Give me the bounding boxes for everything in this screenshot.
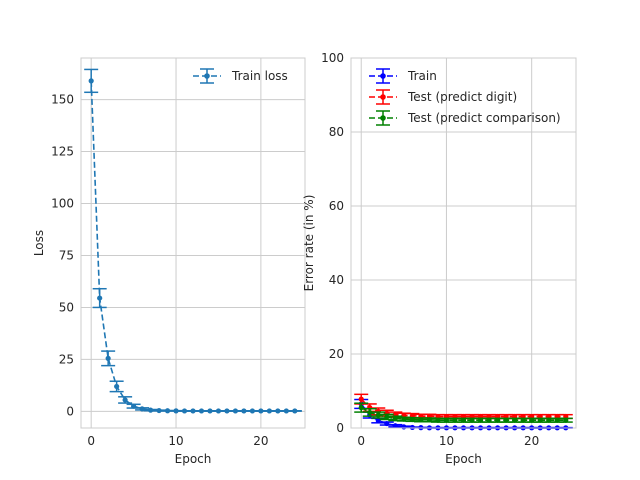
loss-chart-legend: Train loss xyxy=(193,68,288,84)
loss-chart-legend-label: Train loss xyxy=(231,69,288,83)
error-rate-chart-data-point xyxy=(375,412,381,418)
error-rate-chart-data-point xyxy=(554,417,560,423)
loss-chart-data-point xyxy=(258,408,264,414)
loss-chart-y-tick-label: 100 xyxy=(51,197,74,211)
error-rate-chart-legend-marker xyxy=(369,68,397,84)
loss-chart-data-point xyxy=(207,408,213,414)
error-rate-chart-legend-marker xyxy=(369,110,397,126)
error-rate-chart-legend-label: Test (predict comparison) xyxy=(407,111,561,125)
loss-chart-data-point xyxy=(224,408,230,414)
loss-chart: 0 10 20 0 25 50 75 100 125 150 Epoch Loss Train l… xyxy=(32,57,306,466)
error-rate-chart-y-tick-label: 20 xyxy=(329,347,344,361)
loss-chart-y-tick-label: 150 xyxy=(51,93,74,107)
error-rate-chart-series-2 xyxy=(354,402,573,423)
error-rate-chart-data-point xyxy=(426,417,433,423)
loss-chart-data-point xyxy=(105,355,111,361)
loss-chart-series-0 xyxy=(84,68,302,414)
loss-chart-data-point xyxy=(266,408,272,414)
error-rate-chart-x-tick-label: 10 xyxy=(439,434,454,448)
loss-chart-data-point xyxy=(241,408,247,414)
error-rate-chart-data-point xyxy=(563,417,569,423)
error-rate-chart-x-tick-label: 20 xyxy=(524,434,539,448)
loss-chart-data-point xyxy=(215,408,222,414)
loss-chart-x-tick-label: 20 xyxy=(253,434,268,448)
loss-chart-x-tick-label: 0 xyxy=(87,434,95,448)
loss-chart-data-point xyxy=(275,408,281,414)
loss-chart-data-point xyxy=(131,403,137,409)
error-rate-chart-data-point xyxy=(409,424,415,431)
loss-chart-data-point xyxy=(139,406,145,412)
loss-chart-y-tick-label: 125 xyxy=(51,145,74,159)
loss-chart-data-point xyxy=(114,383,120,390)
error-rate-chart-data-point xyxy=(358,396,364,402)
error-rate-chart-data-point xyxy=(392,415,398,421)
error-rate-chart-x-tick-label: 0 xyxy=(357,434,365,448)
error-rate-chart-data-point xyxy=(529,417,535,423)
error-rate-chart-data-point xyxy=(443,417,450,423)
error-rate-chart-data-point xyxy=(477,417,484,423)
error-rate-chart-legend: Train Test (predict digit) Test (predict c… xyxy=(369,68,561,126)
loss-chart-legend-marker xyxy=(193,68,221,84)
error-rate-chart-data-point xyxy=(375,418,381,424)
error-rate-chart-legend-label: Train xyxy=(407,69,437,83)
error-rate-chart-legend-label: Test (predict digit) xyxy=(407,90,517,104)
loss-chart-data-point xyxy=(283,408,289,414)
loss-chart-data-point xyxy=(97,295,103,301)
error-rate-chart: 0 10 20 0 20 40 60 80 100 Epoch Error rate (in %… xyxy=(302,51,577,466)
loss-chart-data-point xyxy=(249,408,255,414)
error-rate-chart-data-point xyxy=(486,417,492,423)
loss-chart-data-point xyxy=(164,408,171,414)
loss-chart-y-tick-label: 25 xyxy=(59,352,74,366)
error-rate-chart-y-tick-label: 60 xyxy=(329,199,344,213)
error-rate-chart-y-tick-label: 100 xyxy=(321,51,344,65)
loss-chart-y-tick-label: 0 xyxy=(66,404,74,418)
error-rate-chart-data-point xyxy=(503,417,509,423)
error-rate-chart-data-point xyxy=(452,417,458,423)
error-rate-chart-y-tick-label: 0 xyxy=(336,421,344,435)
error-rate-chart-x-axis-label: Epoch xyxy=(445,452,482,466)
error-rate-chart-data-point xyxy=(401,416,407,422)
loss-chart-x-tick-label: 10 xyxy=(168,434,183,448)
loss-chart-data-point xyxy=(147,407,154,413)
loss-chart-data-point xyxy=(173,408,179,414)
loss-chart-data-point xyxy=(232,408,239,414)
error-rate-chart-data-point xyxy=(358,405,364,411)
error-rate-chart-data-point xyxy=(537,417,543,423)
loss-chart-data-point xyxy=(198,408,205,414)
error-rate-chart-data-point xyxy=(460,417,467,423)
error-rate-chart-data-point xyxy=(401,424,407,430)
loss-chart-data-point xyxy=(156,407,162,414)
loss-chart-x-axis-label: Epoch xyxy=(175,452,212,466)
error-rate-chart-data-point xyxy=(469,417,475,423)
error-rate-chart-data-point xyxy=(435,417,441,423)
loss-chart-data-point xyxy=(292,408,298,414)
error-rate-chart-data-point xyxy=(392,423,398,429)
error-rate-chart-y-tick-label: 40 xyxy=(329,273,344,287)
error-rate-chart-data-point xyxy=(546,417,552,423)
error-rate-chart-data-point xyxy=(494,417,501,423)
loss-chart-y-tick-label: 75 xyxy=(59,248,74,262)
loss-chart-data-point xyxy=(190,408,196,414)
error-rate-chart-data-point xyxy=(418,417,424,423)
error-rate-chart-y-axis-label: Error rate (in %) xyxy=(302,195,316,292)
loss-chart-data-point xyxy=(122,397,128,403)
error-rate-chart-y-tick-label: 80 xyxy=(329,125,344,139)
error-rate-chart-data-point xyxy=(409,416,415,423)
error-rate-chart-data-point xyxy=(384,414,390,420)
error-rate-chart-data-point xyxy=(512,417,518,423)
loss-chart-y-axis-label: Loss xyxy=(32,230,46,256)
loss-chart-y-tick-label: 50 xyxy=(59,300,74,314)
error-rate-chart-data-point xyxy=(367,409,373,416)
loss-chart-data-point xyxy=(181,408,188,414)
error-rate-chart-data-point xyxy=(520,417,526,423)
loss-chart-data-point xyxy=(88,78,94,84)
error-rate-chart-data-point xyxy=(384,420,390,427)
error-rate-chart-legend-marker xyxy=(369,89,397,105)
